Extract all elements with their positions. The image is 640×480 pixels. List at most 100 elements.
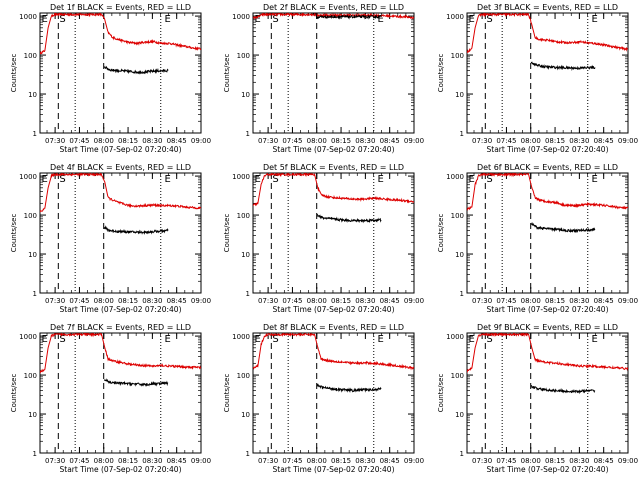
x-tick-label: 08:15 xyxy=(331,457,351,465)
marker-e-label: E xyxy=(592,14,598,25)
events-series-line xyxy=(530,61,596,72)
events-series-line xyxy=(316,213,382,224)
y-tick-label: 1 xyxy=(33,450,37,458)
marker-e-label: E xyxy=(468,174,474,185)
x-tick-label: 08:30 xyxy=(142,457,162,465)
x-tick-label: 07:30 xyxy=(258,137,278,145)
panel-title: Det 9f BLACK = Events, RED = LLD xyxy=(477,323,618,332)
x-tick-label: 08:30 xyxy=(355,457,375,465)
panel-title: Det 1f BLACK = Events, RED = LLD xyxy=(50,3,191,12)
x-tick-label: 09:00 xyxy=(404,137,424,145)
x-tick-label: 08:00 xyxy=(307,457,327,465)
x-tick-label: 08:00 xyxy=(94,297,114,305)
panel-title: Det 5f BLACK = Events, RED = LLD xyxy=(263,163,404,172)
x-tick-label: 09:00 xyxy=(618,297,638,305)
events-series-line xyxy=(530,385,596,395)
lld-series-line xyxy=(467,173,628,211)
x-tick-label: 07:30 xyxy=(45,297,65,305)
x-tick-label: 07:30 xyxy=(472,297,492,305)
marker-e-label: E xyxy=(468,334,474,345)
x-tick-label: 08:30 xyxy=(142,137,162,145)
x-tick-label: 07:45 xyxy=(69,297,89,305)
y-tick-label: 1 xyxy=(33,290,37,298)
y-tick-label: 10 xyxy=(28,91,37,99)
x-tick-label: 07:30 xyxy=(472,457,492,465)
x-tick-label: 08:00 xyxy=(521,297,541,305)
x-tick-label: 09:00 xyxy=(618,137,638,145)
y-tick-label: 100 xyxy=(237,212,250,220)
lld-series-line xyxy=(253,333,414,371)
x-tick-label: 09:00 xyxy=(191,297,211,305)
y-tick-label: 1000 xyxy=(446,333,464,341)
y-tick-label: 100 xyxy=(451,52,464,60)
y-tick-label: 10 xyxy=(241,251,250,259)
panel-title: Det 7f BLACK = Events, RED = LLD xyxy=(50,323,191,332)
y-axis-label: Counts/sec xyxy=(437,374,445,413)
events-series-line xyxy=(103,225,169,236)
x-tick-label: 08:00 xyxy=(94,457,114,465)
x-axis-label: Start Time (07-Sep-02 07:20:40) xyxy=(487,465,609,474)
events-series-line xyxy=(103,65,169,75)
x-axis-label: Start Time (07-Sep-02 07:20:40) xyxy=(273,145,395,154)
y-axis-label: Counts/sec xyxy=(223,374,231,413)
x-tick-label: 07:45 xyxy=(496,457,516,465)
x-tick-label: 08:45 xyxy=(594,457,614,465)
plot-frame xyxy=(252,332,415,454)
x-tick-label: 07:30 xyxy=(258,457,278,465)
y-tick-label: 1 xyxy=(33,130,37,138)
marker-e-label: E xyxy=(592,334,598,345)
y-tick-label: 1 xyxy=(460,450,464,458)
lld-series-line xyxy=(253,13,414,20)
y-tick-label: 1000 xyxy=(446,173,464,181)
x-tick-label: 07:30 xyxy=(472,137,492,145)
x-axis-label: Start Time (07-Sep-02 07:20:40) xyxy=(487,305,609,314)
marker-s-label: S xyxy=(59,174,65,185)
y-axis-label: Counts/sec xyxy=(223,214,231,253)
marker-e-label: E xyxy=(41,334,47,345)
x-tick-label: 08:45 xyxy=(167,457,187,465)
x-tick-label: 08:45 xyxy=(167,297,187,305)
events-series-line xyxy=(312,13,382,20)
x-tick-label: 07:45 xyxy=(69,137,89,145)
marker-e-label: E xyxy=(254,174,260,185)
x-tick-label: 08:30 xyxy=(569,137,589,145)
y-tick-label: 1000 xyxy=(232,173,250,181)
lld-series-line xyxy=(40,13,201,55)
events-series-line xyxy=(316,383,382,393)
y-tick-label: 10 xyxy=(28,411,37,419)
marker-e-label: E xyxy=(592,174,598,185)
lld-series-line xyxy=(40,333,201,374)
y-tick-label: 1000 xyxy=(232,333,250,341)
y-tick-label: 100 xyxy=(24,212,37,220)
y-tick-label: 100 xyxy=(237,52,250,60)
x-axis-label: Start Time (07-Sep-02 07:20:40) xyxy=(60,305,182,314)
plot-frame xyxy=(466,172,629,294)
x-tick-label: 08:15 xyxy=(118,457,138,465)
y-tick-label: 1 xyxy=(246,130,250,138)
x-axis-label: Start Time (07-Sep-02 07:20:40) xyxy=(487,145,609,154)
plot-frame xyxy=(39,332,202,454)
marker-e-label: E xyxy=(41,14,47,25)
x-tick-label: 07:45 xyxy=(282,457,302,465)
x-tick-label: 08:30 xyxy=(569,297,589,305)
y-tick-label: 10 xyxy=(455,411,464,419)
x-tick-label: 08:00 xyxy=(521,137,541,145)
x-tick-label: 08:45 xyxy=(167,137,187,145)
y-tick-label: 1000 xyxy=(446,13,464,21)
plot-frame xyxy=(39,12,202,134)
panel-7: Det 7f BLACK = Events, RED = LLD Counts/s… xyxy=(10,323,211,474)
marker-s-label: S xyxy=(272,14,278,25)
x-tick-label: 07:45 xyxy=(496,297,516,305)
x-tick-label: 08:45 xyxy=(380,457,400,465)
y-tick-label: 10 xyxy=(455,91,464,99)
y-tick-label: 10 xyxy=(241,411,250,419)
y-axis-label: Counts/sec xyxy=(437,54,445,93)
x-tick-label: 08:15 xyxy=(545,457,565,465)
x-tick-label: 08:30 xyxy=(569,457,589,465)
x-tick-label: 08:15 xyxy=(545,137,565,145)
y-tick-label: 100 xyxy=(24,52,37,60)
y-tick-label: 1000 xyxy=(19,13,37,21)
marker-s-label: S xyxy=(59,14,65,25)
x-axis-label: Start Time (07-Sep-02 07:20:40) xyxy=(60,145,182,154)
